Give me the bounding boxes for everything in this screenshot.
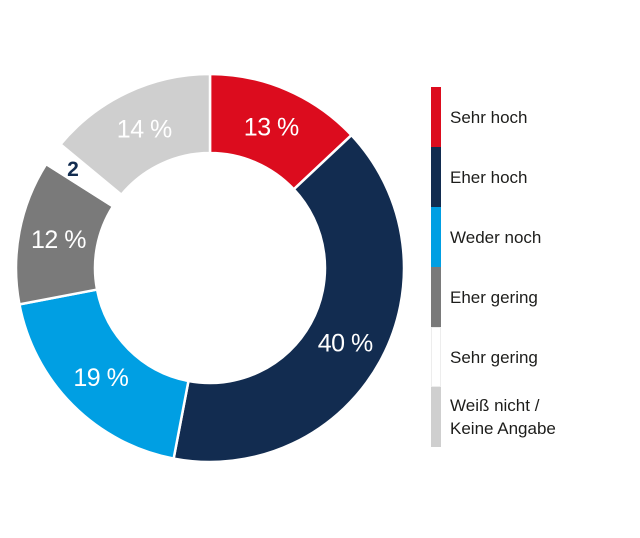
legend-label: Eher hoch <box>450 167 528 187</box>
legend-item-eher-hoch: Eher hoch <box>431 147 556 207</box>
legend-label: Sehr hoch <box>450 107 528 127</box>
legend-swatch <box>431 267 441 327</box>
slice-value-label-sehr-hoch: 13 % <box>244 114 299 142</box>
legend-item-eher-gering: Eher gering <box>431 267 556 327</box>
legend-label: Sehr gering <box>450 347 538 367</box>
slice-value-label-eher-hoch: 40 % <box>318 329 373 357</box>
slice-value-label-weder-noch: 19 % <box>73 364 128 392</box>
slice-value-label-eher-gering: 12 % <box>31 226 86 254</box>
legend-label: Weder noch <box>450 227 542 247</box>
chart-area: 13 % 40 % 19 % 12 % 2 14 % <box>14 72 406 464</box>
slice-value-label-sehr-gering: 2 <box>67 158 78 181</box>
legend-item-sehr-gering: Sehr gering <box>431 327 556 387</box>
donut-slice-wei-nicht-keine-angabe <box>59 72 212 196</box>
donut-chart: 13 % 40 % 19 % 12 % 2 14 % <box>14 72 406 464</box>
legend-label: Weiß nicht / Keine Angabe <box>450 396 556 438</box>
legend-swatch <box>431 147 441 207</box>
legend-swatch <box>431 327 441 387</box>
legend: Sehr hoch Eher hoch Weder noch Eher gering S… <box>431 87 556 447</box>
legend-swatch <box>431 207 441 267</box>
legend-item-sehr-hoch: Sehr hoch <box>431 87 556 147</box>
legend-item-wei-nicht-keine-angabe: Weiß nicht / Keine Angabe <box>431 387 556 447</box>
legend-swatch <box>431 387 441 447</box>
slice-value-label-wei-nicht-keine-angabe: 14 % <box>117 115 172 143</box>
donut-slice-eher-hoch <box>172 133 406 464</box>
legend-item-weder-noch: Weder noch <box>431 207 556 267</box>
legend-swatch <box>431 87 441 147</box>
legend-label: Eher gering <box>450 287 538 307</box>
